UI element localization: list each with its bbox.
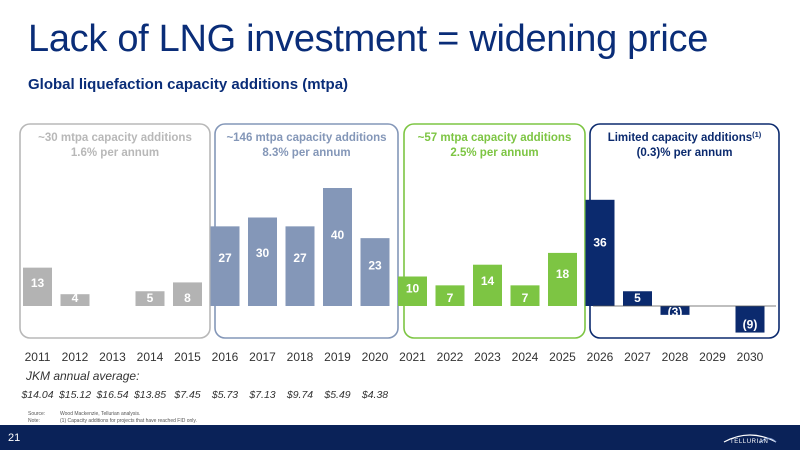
bar-label-2019: 40 <box>331 228 345 242</box>
jkm-value-2020: $4.38 <box>361 389 388 401</box>
x-tick-2011: 2011 <box>25 350 51 364</box>
note-text: (1) Capacity additions for projects that… <box>60 418 197 424</box>
jkm-value-2014: $13.85 <box>133 389 166 401</box>
x-tick-2012: 2012 <box>62 350 89 364</box>
bar-2027 <box>623 291 652 306</box>
x-tick-2023: 2023 <box>474 350 501 364</box>
x-tick-2015: 2015 <box>174 350 201 364</box>
period-heading: ~146 mtpa capacity additions <box>226 132 386 144</box>
x-tick-2014: 2014 <box>137 350 164 364</box>
jkm-value-2015: $7.45 <box>173 389 200 401</box>
bar-2022 <box>435 285 465 306</box>
bar-2019 <box>323 188 352 306</box>
capacity-chart: ~30 mtpa capacity additions 1.6% per annu… <box>19 123 780 401</box>
bar-label-2017: 30 <box>256 246 270 260</box>
bar-2030 <box>735 306 765 333</box>
jkm-value-2011: $14.04 <box>20 389 53 401</box>
jkm-label: JKM annual average: <box>25 369 139 383</box>
footer-bar <box>0 425 800 450</box>
chart-subtitle: Global liquefaction capacity additions (… <box>28 76 349 93</box>
bar-2020 <box>360 238 390 306</box>
bar-label-2018: 27 <box>293 251 307 265</box>
bar-label-2024: 7 <box>522 291 529 305</box>
period-growth-rate: 1.6% per annum <box>71 147 159 159</box>
period-box <box>403 123 586 339</box>
bar-2021 <box>398 276 427 306</box>
bar-label-2015: 8 <box>184 291 191 305</box>
bar-label-2025: 18 <box>556 267 570 281</box>
x-tick-2017: 2017 <box>249 350 276 364</box>
period-heading: ~57 mtpa capacity additions <box>418 132 572 144</box>
bar-2023 <box>473 264 502 306</box>
period-heading: ~30 mtpa capacity additions <box>38 132 192 144</box>
x-tick-2028: 2028 <box>662 350 689 364</box>
bar-2012 <box>60 294 90 306</box>
bar-label-2020: 23 <box>368 258 382 272</box>
bar-label-2014: 5 <box>147 291 154 305</box>
x-tick-2021: 2021 <box>399 350 426 364</box>
x-tick-2013: 2013 <box>99 350 126 364</box>
bar-2017 <box>248 217 277 306</box>
bar-label-2021: 10 <box>406 281 420 295</box>
bar-2018 <box>285 226 315 306</box>
period-box <box>19 123 211 339</box>
period-growth-rate: 8.3% per annum <box>262 147 350 159</box>
footer-notes: Source: Wood Mackenzie, Tellurian analysi… <box>28 411 197 425</box>
bar-label-2027: 5 <box>634 291 641 305</box>
jkm-value-2017: $7.13 <box>248 389 275 401</box>
period-growth-rate: 2.5% per annum <box>450 147 538 159</box>
page-title: Lack of LNG investment = widening price <box>28 18 709 60</box>
x-tick-2024: 2024 <box>512 350 539 364</box>
jkm-value-2018: $9.74 <box>286 389 313 401</box>
bar-2015 <box>173 282 202 306</box>
bar-label-2016: 27 <box>218 251 232 265</box>
jkm-value-2013: $16.54 <box>95 389 128 401</box>
x-tick-2019: 2019 <box>324 350 351 364</box>
bar-label-2023: 14 <box>481 274 495 288</box>
x-tick-2022: 2022 <box>437 350 464 364</box>
bar-label-2012: 4 <box>72 291 79 305</box>
bar-label-2011: 13 <box>31 276 45 290</box>
logo-text: TELLURIAN <box>730 439 769 445</box>
bar-label-2028: (3) <box>668 305 683 319</box>
x-tick-2016: 2016 <box>212 350 239 364</box>
x-tick-2018: 2018 <box>287 350 314 364</box>
x-tick-2025: 2025 <box>549 350 576 364</box>
bar-2024 <box>510 285 540 306</box>
bar-label-2022: 7 <box>447 291 454 305</box>
period-growth-rate: (0.3)% per annum <box>637 147 733 159</box>
period-heading: Limited capacity additions(1) <box>608 130 762 145</box>
source-label: Source: <box>28 411 46 417</box>
jkm-value-2012: $15.12 <box>58 389 91 401</box>
bar-2014 <box>135 291 165 306</box>
note-label: Note: <box>28 418 40 424</box>
period-footnote-ref: (1) <box>752 130 762 139</box>
x-tick-2020: 2020 <box>362 350 389 364</box>
x-tick-2027: 2027 <box>624 350 651 364</box>
tellurian-logo-icon <box>723 434 777 444</box>
bar-2026 <box>585 199 615 306</box>
jkm-value-2016: $5.73 <box>211 389 238 401</box>
source-text: Wood Mackenzie, Tellurian analysis. <box>60 411 141 417</box>
bar-label-2026: 36 <box>593 235 607 249</box>
bar-2025 <box>548 252 577 306</box>
jkm-value-2019: $5.49 <box>323 389 350 401</box>
x-tick-2029: 2029 <box>699 350 726 364</box>
page-number: 21 <box>8 432 21 444</box>
bar-2011 <box>23 267 52 306</box>
bar-2016 <box>210 226 240 306</box>
x-tick-2030: 2030 <box>737 350 764 364</box>
x-tick-2026: 2026 <box>587 350 614 364</box>
bar-label-2030: (9) <box>743 318 758 332</box>
bar-2028 <box>660 306 690 315</box>
